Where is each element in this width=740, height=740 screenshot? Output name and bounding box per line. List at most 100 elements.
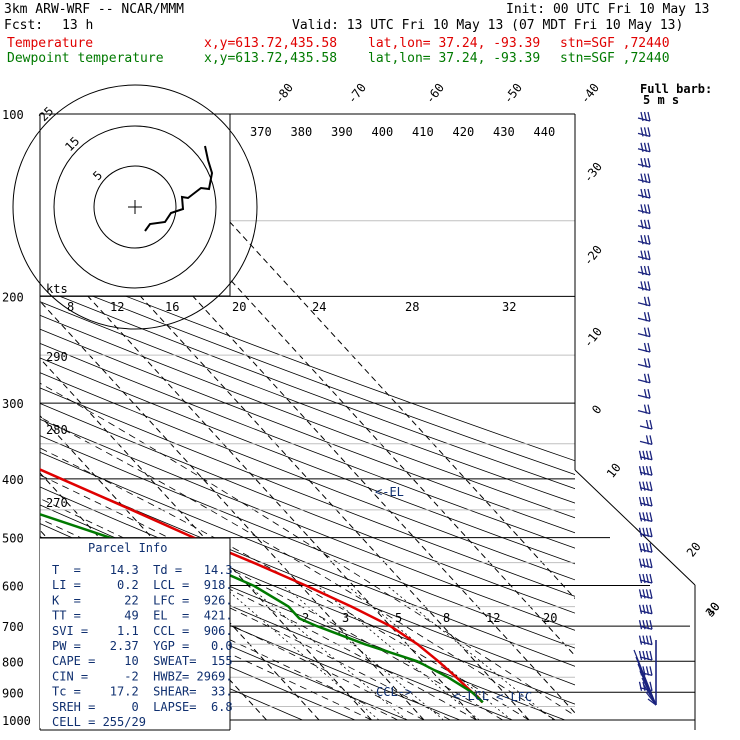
- theta-label: 270: [46, 496, 68, 510]
- wind-barb: [638, 558, 653, 569]
- isotherm-label: -40: [578, 81, 602, 107]
- wind-barb: [638, 635, 653, 646]
- pressure-label: 1000: [2, 714, 31, 728]
- parcel-row: CAPE = 10 SWEAT= 155: [52, 654, 233, 668]
- speed-tick-label: 24: [312, 300, 326, 314]
- theta-label: 380: [291, 125, 313, 139]
- parcel-row: SREH = 0 LAPSE= 6.8: [52, 700, 233, 714]
- temp-station: stn=SGF ,72440: [560, 36, 670, 51]
- parcel-row: T = 14.3 Td = 14.3: [52, 563, 233, 577]
- parcel-row: PW = 2.37 YGP = 0.0: [52, 639, 233, 653]
- wind-barb: [637, 389, 651, 399]
- pressure-label: 900: [2, 686, 24, 700]
- speed-tick-label: 12: [110, 300, 124, 314]
- speed-tick-label: 20: [232, 300, 246, 314]
- profile-annotation: <-LFC: [496, 690, 532, 704]
- wind-barb: [637, 188, 651, 199]
- hodograph-trace: [144, 145, 214, 232]
- pressure-label: 800: [2, 655, 24, 669]
- isotherm-label: 0: [589, 402, 604, 416]
- wind-barb: [638, 543, 653, 553]
- hodograph-ring: [12, 84, 258, 330]
- wind-barb: [637, 127, 651, 138]
- theta-label: 370: [250, 125, 272, 139]
- hodograph-unit: kts: [46, 282, 68, 296]
- parcel-row: LI = 0.2 LCL = 918.: [52, 578, 233, 592]
- valid-time: Valid: 13 UTC Fri 10 May 13 (07 MDT Fri …: [292, 18, 684, 33]
- isotherm-label: 10: [604, 461, 624, 481]
- fcst-label: Fcst:: [4, 18, 44, 33]
- parcel-info-panel: [40, 538, 230, 728]
- wind-barb: [637, 142, 651, 153]
- dew-xy: x,y=613.72,435.58: [204, 51, 338, 66]
- mixing-ratio-label: 8: [443, 611, 450, 625]
- speed-tick-label: 8: [67, 300, 74, 314]
- isotherm-label: -30: [581, 160, 605, 186]
- parcel-row: CIN = -2 HWBZ= 2969.: [52, 669, 233, 683]
- wind-barb: [638, 527, 653, 538]
- wind-barb: [637, 158, 651, 168]
- wind-barb: [637, 358, 651, 369]
- barb-legend-unit: 5 m s: [643, 93, 679, 107]
- wind-barb: [637, 111, 651, 122]
- pressure-label: 300: [2, 397, 24, 411]
- wind-barb: [638, 650, 653, 661]
- pressure-label: 700: [2, 620, 24, 634]
- wind-barb: [637, 173, 651, 184]
- pressure-label: 500: [2, 532, 24, 546]
- isotherm-label: -70: [345, 81, 369, 107]
- profile-annotation: CCL->: [376, 685, 412, 699]
- mixing-ratio-label: 20: [543, 611, 557, 625]
- wind-barb: [637, 281, 651, 292]
- wind-barb: [638, 466, 653, 476]
- isotherm-label: -80: [272, 81, 296, 107]
- theta-label: 410: [412, 125, 434, 139]
- wind-barb: [638, 589, 653, 600]
- barb-legend-title: Full barb:: [640, 82, 712, 96]
- wind-barb: [639, 419, 653, 430]
- mixing-ratio-label: 3: [342, 611, 349, 625]
- init-time: Init: 00 UTC Fri 10 May 13: [506, 2, 710, 17]
- pressure-label: 400: [2, 473, 24, 487]
- wind-barb: [637, 219, 651, 230]
- dewpoint-legend: Dewpoint temperature: [7, 51, 164, 66]
- temp-latlon: lat,lon= 37.24, -93.39: [368, 36, 541, 51]
- isotherm-label: -10: [581, 325, 605, 351]
- wind-barb: [637, 296, 651, 307]
- speed-tick-label: 16: [165, 300, 179, 314]
- wind-barb: [637, 404, 651, 415]
- profile-annotation: <-EL: [375, 485, 404, 499]
- isotherm-label: 20: [684, 540, 704, 560]
- speed-tick-label: 28: [405, 300, 419, 314]
- wind-barb: [637, 235, 651, 245]
- hodograph-ring: [53, 125, 217, 289]
- wind-barb: [637, 312, 651, 322]
- mixing-ratio-label: 2: [302, 611, 309, 625]
- wind-barb: [637, 327, 651, 338]
- profile-annotation: <-LCL: [453, 689, 489, 703]
- wind-barb: [638, 450, 653, 461]
- theta-label: 280: [46, 423, 68, 437]
- isotherm-label: -60: [423, 81, 447, 107]
- wind-barb: [647, 698, 657, 706]
- temperature-legend: Temperature: [7, 36, 94, 51]
- wind-barb: [638, 496, 653, 507]
- dew-latlon: lat,lon= 37.24, -93.39: [368, 51, 541, 66]
- pressure-label: 100: [2, 108, 24, 122]
- wind-barb: [637, 204, 651, 215]
- fcst-value: 13 h: [62, 18, 94, 33]
- dew-station: stn=SGF ,72440: [560, 51, 670, 66]
- wind-barb: [638, 481, 653, 492]
- parcel-row: Tc = 17.2 SHEAR= 33.: [52, 685, 233, 699]
- dewpoint-profile: [40, 512, 484, 704]
- isotherm-label: -20: [581, 243, 605, 269]
- wind-barb: [638, 620, 653, 630]
- wind-barb: [637, 265, 651, 276]
- wind-barb: [637, 342, 651, 353]
- hodograph-ring: [93, 165, 177, 249]
- theta-label: 420: [453, 125, 475, 139]
- parcel-row: CELL = 255/29: [52, 715, 146, 729]
- isotherm-label: -50: [501, 81, 525, 107]
- mixing-ratio-label: 12: [486, 611, 500, 625]
- parcel-info-title: Parcel Info: [88, 541, 167, 555]
